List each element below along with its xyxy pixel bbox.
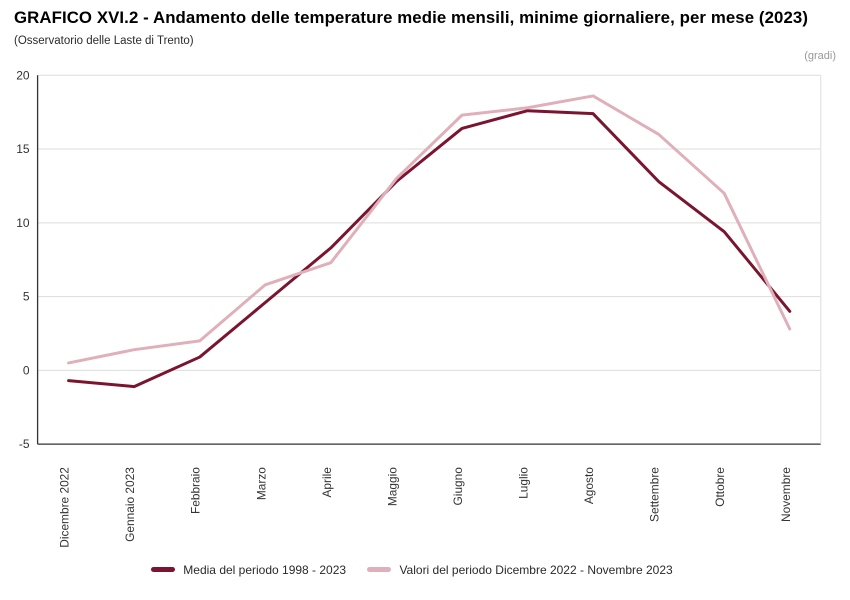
svg-text:Novembre: Novembre (779, 467, 793, 522)
svg-text:Ottobre: Ottobre (713, 467, 727, 507)
svg-text:10: 10 (16, 216, 30, 230)
svg-text:Maggio: Maggio (385, 467, 399, 506)
svg-text:Aprile: Aprile (320, 467, 334, 498)
svg-text:0: 0 (23, 363, 30, 377)
svg-text:5: 5 (23, 290, 30, 304)
svg-text:Dicembre 2022: Dicembre 2022 (58, 467, 72, 548)
svg-text:Febbraio: Febbraio (189, 467, 203, 514)
svg-text:Gennaio 2023: Gennaio 2023 (123, 467, 137, 542)
svg-text:Luglio: Luglio (517, 467, 531, 499)
svg-text:-5: -5 (19, 437, 30, 451)
svg-text:15: 15 (16, 142, 30, 156)
svg-text:Agosto: Agosto (582, 467, 596, 504)
svg-text:Giugno: Giugno (451, 467, 465, 506)
svg-text:Settembre: Settembre (648, 467, 662, 522)
svg-text:Marzo: Marzo (254, 467, 268, 500)
svg-text:20: 20 (16, 68, 30, 82)
